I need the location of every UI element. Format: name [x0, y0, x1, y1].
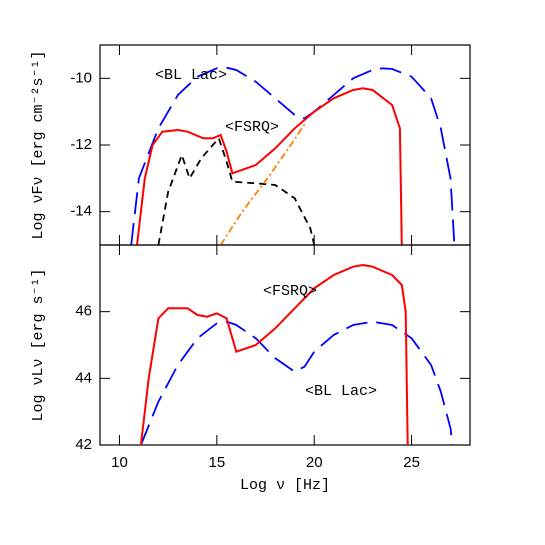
series-line	[157, 136, 316, 245]
x-axis-label: Log ν [Hz]	[240, 477, 330, 494]
series-line	[219, 121, 308, 245]
plot-area	[130, 66, 456, 245]
y-tick-label: -12	[70, 136, 92, 153]
x-tick-label: 15	[208, 454, 225, 471]
y-tick-label: 46	[75, 303, 92, 320]
plot-area	[139, 263, 454, 445]
series-label: <FSRQ>	[263, 283, 317, 300]
y-axis-label: Log νFν [erg cm⁻²s⁻¹]	[30, 50, 47, 239]
y-tick-label: -10	[70, 69, 92, 86]
series-line	[136, 87, 403, 245]
x-tick-label: 10	[111, 454, 128, 471]
series-label: <BL Lac>	[305, 383, 377, 400]
series-line	[139, 263, 409, 445]
series-label: <FSRQ>	[225, 119, 279, 136]
y-axis-label: Log νLν [erg s⁻¹]	[30, 268, 47, 421]
x-tick-label: 25	[403, 454, 420, 471]
series-line	[140, 320, 454, 445]
x-tick-label: 20	[306, 454, 323, 471]
plot-frame	[99, 244, 471, 446]
y-tick-label: -14	[70, 203, 92, 220]
series-label: <BL Lac>	[155, 67, 227, 84]
y-tick-label: 44	[75, 369, 92, 386]
y-tick-label: 42	[75, 436, 92, 453]
series-line	[130, 66, 456, 245]
